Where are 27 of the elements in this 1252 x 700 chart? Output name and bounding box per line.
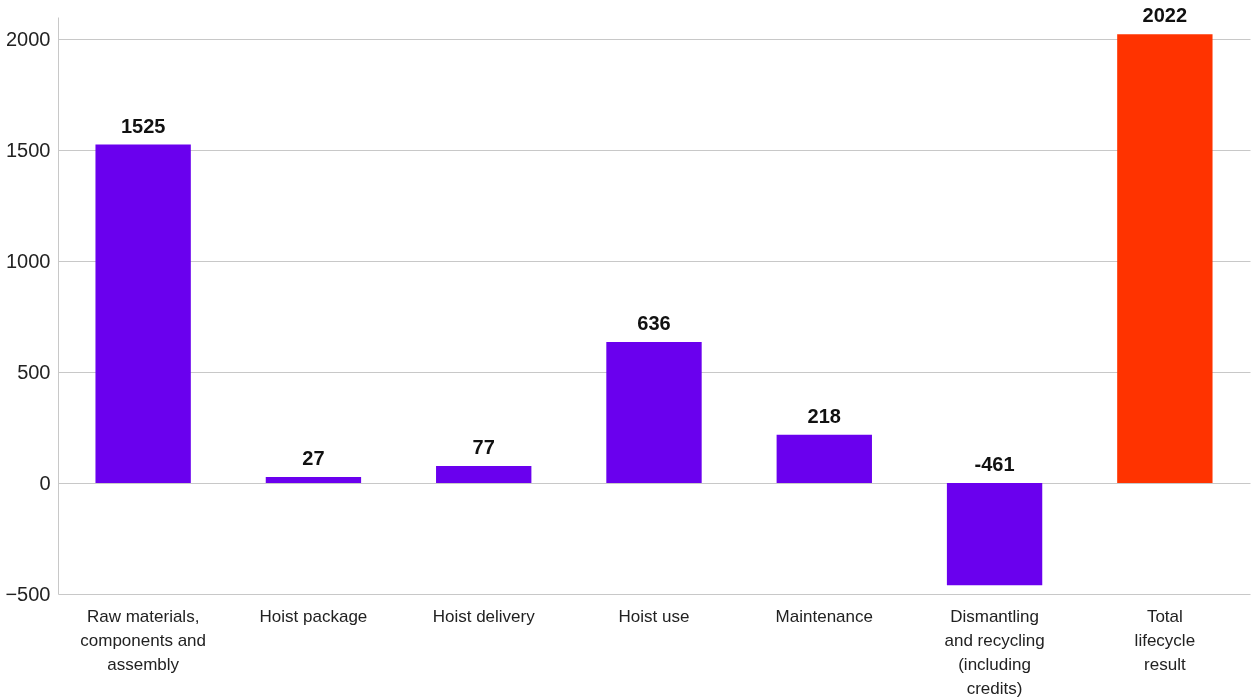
x-tick-label: Hoist use [618,606,690,626]
bar [95,144,191,484]
data-label: 636 [637,311,671,334]
data-label: -461 [974,453,1015,476]
x-tick-label: Dismantling and recycling (including credits) [944,606,1045,698]
x-tick-label: Hoist package [259,606,368,626]
data-label: 77 [472,435,495,458]
y-tick-label: 0 [39,471,51,494]
y-tick-label: 2000 [6,27,51,50]
x-tick-label: Hoist delivery [432,606,536,626]
bar [946,483,1043,586]
bar [265,477,362,484]
x-tick-label: Total lifecycle result [1134,606,1196,674]
bar [606,341,702,484]
x-tick-label: Raw materials, components and assembly [80,606,206,674]
y-tick-label: 1000 [6,249,51,272]
bar [776,434,872,484]
y-tick-label: 500 [17,360,51,383]
x-tick-label: Maintenance [775,606,873,626]
data-label: 27 [302,447,325,470]
data-label: 1525 [120,114,166,137]
data-label: 218 [807,404,841,427]
bar [1117,34,1213,484]
y-tick-label: 1500 [6,138,51,161]
y-tick-label: −500 [5,582,51,605]
data-label: 2022 [1142,4,1188,27]
bar [436,465,532,484]
